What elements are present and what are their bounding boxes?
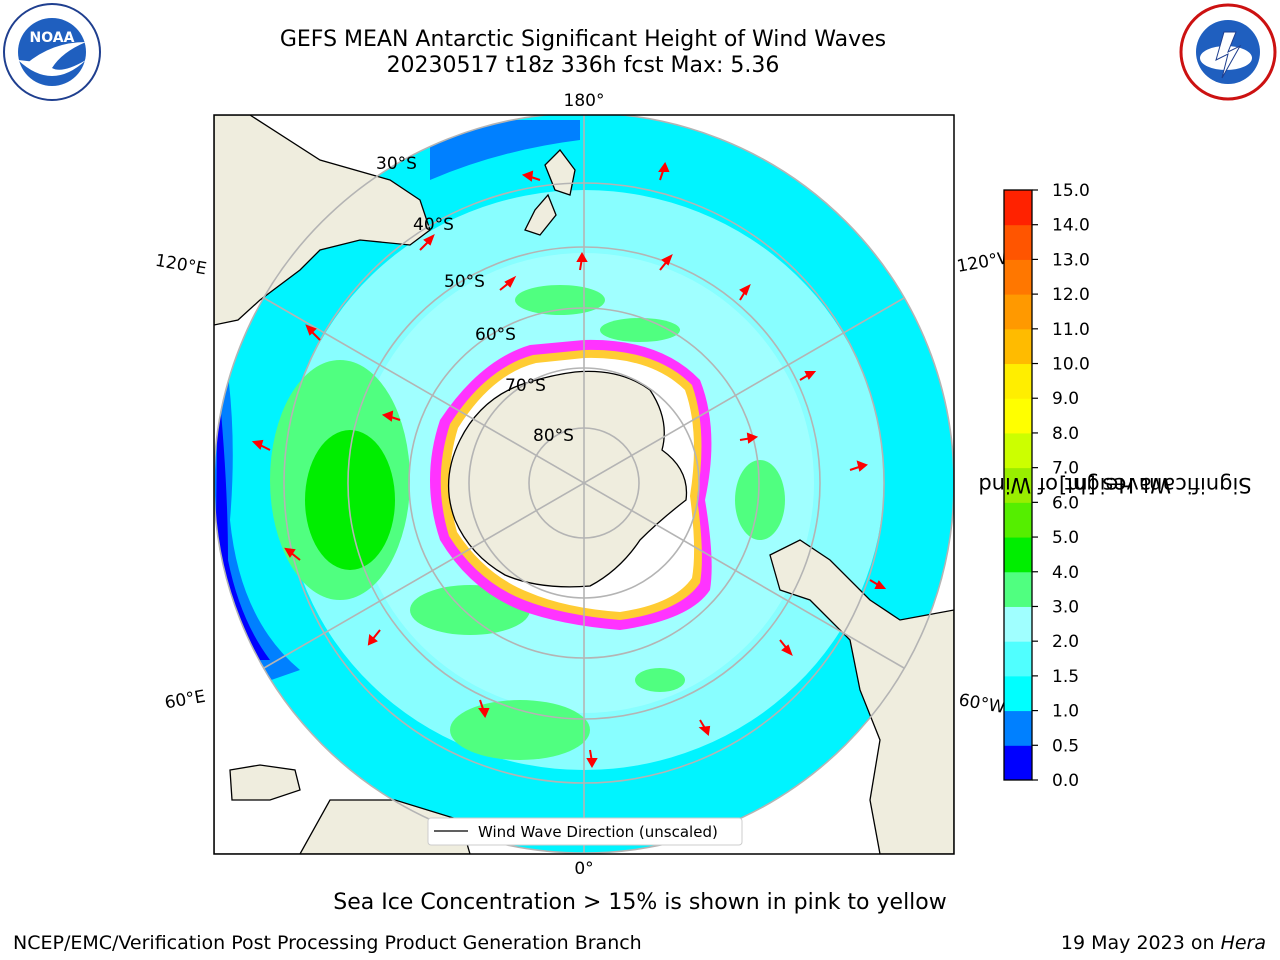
- colorbar-frame: [1003, 189, 1033, 781]
- colorbar-segment: [1004, 259, 1032, 295]
- legend-label: Wind Wave Direction (unscaled): [478, 823, 718, 841]
- arrow-1: [419, 233, 435, 251]
- antarctica-land: [447, 370, 688, 588]
- parallel-label-30s: 30°S: [376, 154, 417, 174]
- colorbar-tick-label: 15.0: [1052, 181, 1090, 201]
- wind-wave-arrows: [251, 161, 887, 769]
- arrow-18: [869, 579, 887, 589]
- parallel-label-50s: 50°S: [444, 272, 485, 292]
- colorbar-tick-label: 3.0: [1052, 597, 1079, 617]
- colorbar-segment: [1004, 363, 1032, 399]
- arrow-4: [659, 253, 673, 271]
- colorbar-segment: [1004, 537, 1032, 573]
- chart-title: GEFS MEAN Antarctic Significant Height o…: [279, 27, 887, 52]
- nws-logo: [1179, 3, 1277, 101]
- colorbar-segment: [1004, 398, 1032, 434]
- arrow-14: [251, 439, 271, 451]
- colorbar-tick-label: 6.0: [1052, 493, 1079, 513]
- arrow-8: [779, 639, 793, 657]
- graticule: [214, 115, 954, 854]
- meridian-label-60w: 60°W: [957, 690, 1007, 718]
- arrow-11: [478, 699, 490, 719]
- arrow-16: [521, 170, 541, 182]
- arrow-6: [799, 371, 817, 381]
- arrow-20: [739, 432, 759, 444]
- parallel-label-70s: 70°S: [505, 376, 546, 396]
- colorbar-tick-label: 4.0: [1052, 563, 1079, 583]
- arrow-15: [305, 324, 321, 341]
- sea-ice-note: Sea Ice Concentration > 15% is shown in …: [333, 890, 947, 915]
- colorbar-segment: [1004, 710, 1032, 746]
- colorbar-segment: [1004, 571, 1032, 607]
- date-text: 19 May 2023 on Hera: [1061, 932, 1266, 954]
- colorbar: 0.0 0.5 1.0 1.5 2.0 3.0 4.0 5.0 6.0 7.0 8.0 9.0 10.0…: [1003, 181, 1090, 791]
- parallel-labels: 30°S 40°S 50°S 60°S 70°S 80°S: [376, 154, 574, 446]
- arrow-5: [739, 283, 751, 301]
- colorbar-tick-label: 2.0: [1052, 632, 1079, 652]
- arrow-7: [849, 460, 868, 472]
- credit-text: NCEP/EMC/Verification Post Processing Pr…: [13, 932, 642, 954]
- host-name: Hera: [1220, 932, 1266, 954]
- colorbar-tick-label: 9.0: [1052, 389, 1079, 409]
- colorbar-segment: [1004, 502, 1032, 538]
- chart-subtitle: 20230517 t18z 336h fcst Max: 5.36: [386, 53, 780, 78]
- arrow-17: [658, 161, 670, 181]
- colorbar-tick-label: 0.0: [1052, 771, 1079, 791]
- arrow-9: [698, 719, 711, 736]
- colorbar-segment: [1004, 641, 1032, 677]
- meridian-label-120e: 120°E: [154, 251, 208, 280]
- map-frame: [213, 114, 955, 855]
- colorbar-segment: [1004, 467, 1032, 503]
- arrow-19: [381, 410, 401, 422]
- meridian-label-0: 0°: [574, 859, 593, 879]
- colorbar-label-line2: Waves [m]: [1058, 473, 1172, 497]
- meridian-label-180: 180°: [564, 91, 605, 111]
- map-legend: Wind Wave Direction (unscaled): [427, 817, 743, 846]
- colorbar-segment: [1004, 294, 1032, 330]
- arrow-2: [499, 275, 517, 291]
- parallel-label-40s: 40°S: [413, 215, 454, 235]
- parallel-label-60s: 60°S: [475, 325, 516, 345]
- arrow-12: [367, 629, 381, 646]
- colorbar-tick-label: 13.0: [1052, 250, 1090, 270]
- colorbar-segment: [1004, 606, 1032, 642]
- colorbar-tick-label: 1.5: [1052, 667, 1079, 687]
- arrow-13: [284, 547, 301, 561]
- colorbar-tick-label: 5.0: [1052, 528, 1079, 548]
- colorbar-segment: [1004, 328, 1032, 365]
- colorbar-tick-label: 14.0: [1052, 216, 1090, 236]
- arrow-3: [576, 251, 588, 271]
- parallel-label-80s: 80°S: [533, 426, 574, 446]
- meridian-label-60e: 60°E: [163, 687, 207, 714]
- colorbar-tick-label: 10.0: [1052, 355, 1090, 375]
- date-label: 19 May 2023 on: [1060, 932, 1221, 954]
- colorbar-tick-label: 0.5: [1052, 736, 1079, 756]
- colorbar-tick-label: 7.0: [1052, 459, 1079, 479]
- colorbar-tick-label: 11.0: [1052, 320, 1090, 340]
- colorbar-segment: [1004, 745, 1032, 781]
- noaa-logo: NOAA: [3, 3, 101, 101]
- svg-text:NOAA: NOAA: [30, 30, 75, 46]
- colorbar-segment: [1004, 190, 1032, 226]
- colorbar-tick-label: 12.0: [1052, 285, 1090, 305]
- colorbar-tick-label: 1.0: [1052, 702, 1079, 722]
- colorbar-tick-label: 8.0: [1052, 424, 1079, 444]
- colorbar-segment: [1004, 432, 1032, 469]
- arrow-10: [586, 749, 598, 769]
- colorbar-segment: [1004, 224, 1032, 260]
- colorbar-segment: [1004, 675, 1032, 712]
